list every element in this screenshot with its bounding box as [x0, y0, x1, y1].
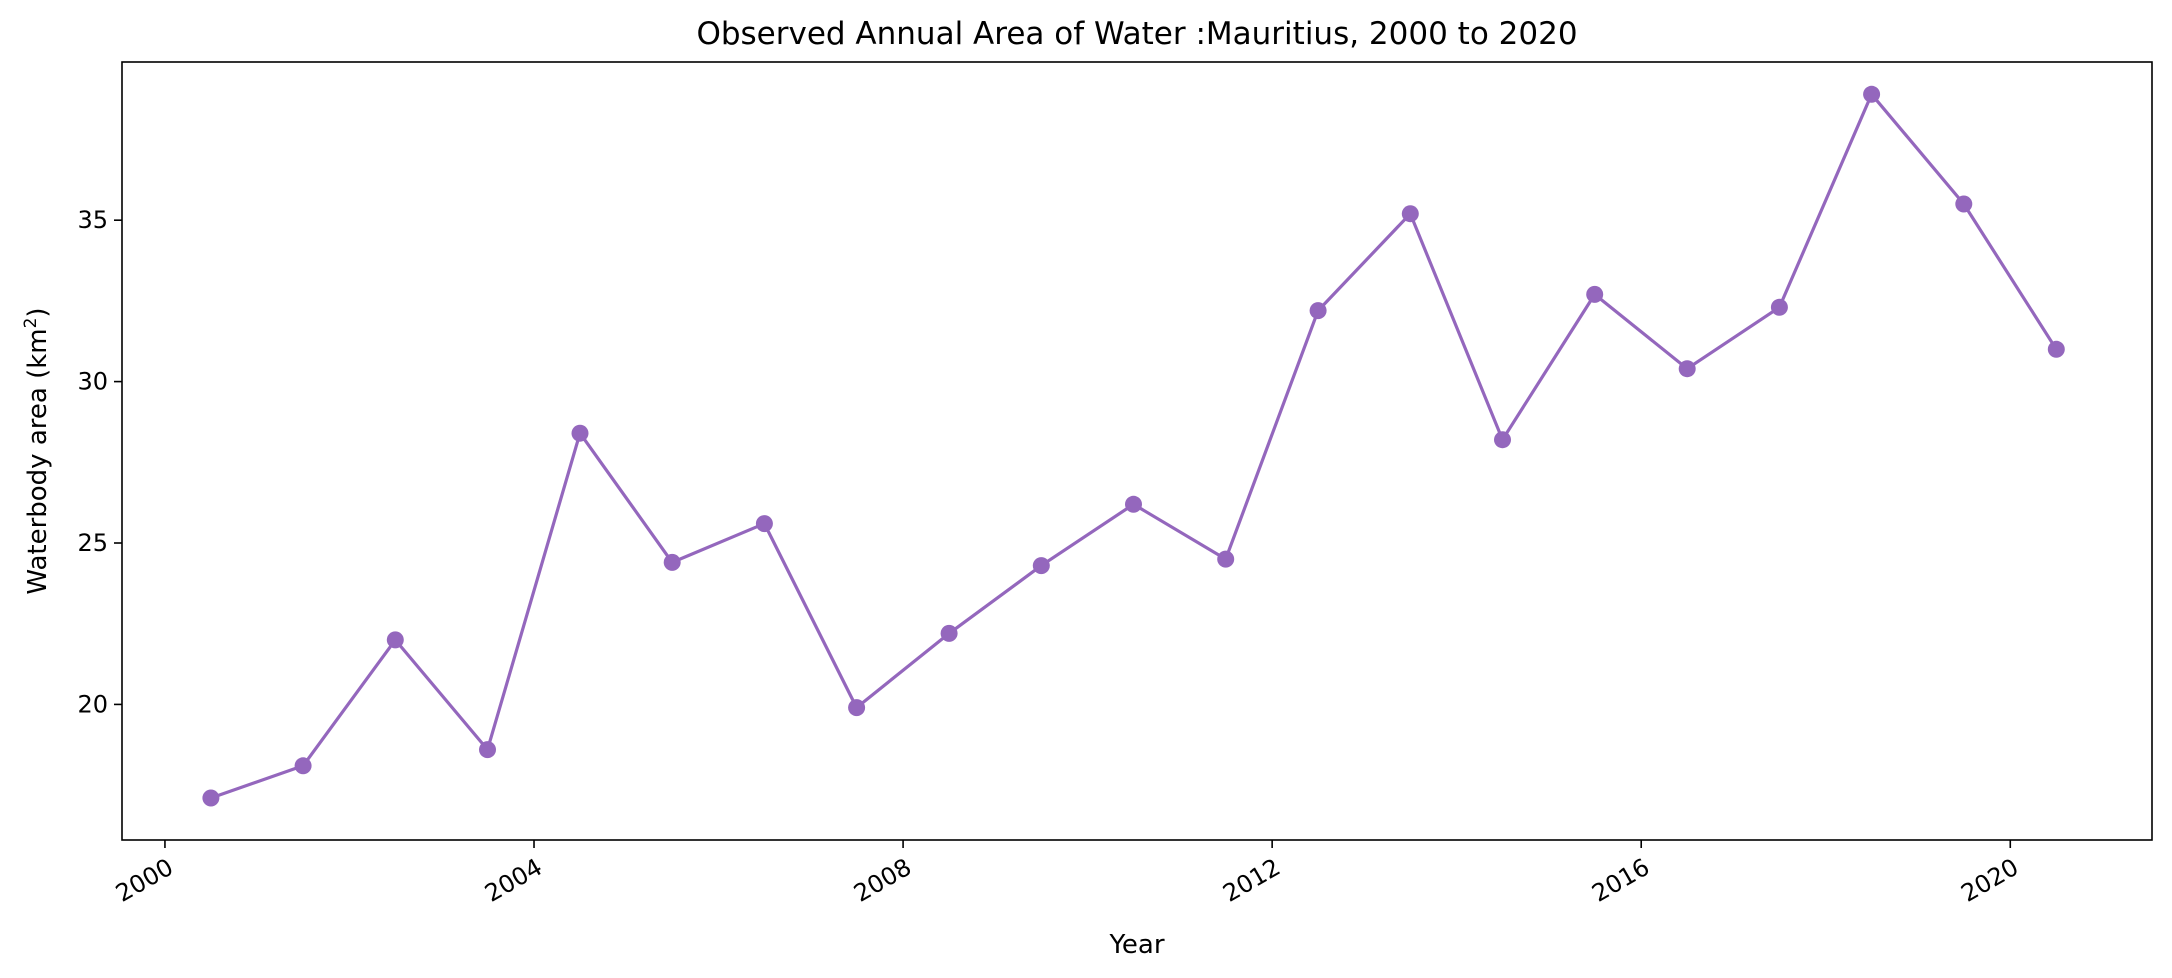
data-point: [848, 699, 866, 717]
data-point: [1494, 431, 1511, 449]
data-point: [755, 515, 773, 533]
data-point: [2047, 340, 2065, 358]
data-point: [479, 741, 496, 759]
y-tick-label: 20: [77, 690, 108, 718]
data-point: [1955, 195, 1973, 213]
data-point: [1125, 495, 1142, 513]
data-point: [1217, 550, 1235, 568]
data-point: [1770, 298, 1788, 316]
data-point: [940, 624, 958, 642]
y-tick-label: 25: [77, 529, 108, 557]
y-axis: 20 25 30 35: [77, 206, 122, 718]
data-point: [294, 757, 312, 775]
y-axis-label-main: Waterbody area (km: [23, 328, 53, 594]
data-point: [386, 631, 404, 649]
data-point: [1309, 302, 1327, 320]
y-axis-label-superscript: 2: [21, 318, 41, 329]
data-point: [1586, 285, 1604, 303]
y-axis-label: Waterbody area (km2): [21, 307, 53, 594]
data-point: [663, 553, 681, 571]
data-point: [571, 424, 589, 442]
y-axis-label-close: ): [23, 307, 53, 317]
y-tick-label: 30: [77, 368, 108, 396]
plot-area: [202, 85, 2065, 807]
data-point: [1032, 557, 1050, 575]
chart-title: Observed Annual Area of Water :Mauritius…: [696, 16, 1577, 52]
x-axis-label: Year: [1108, 930, 1164, 960]
y-tick-label: 35: [77, 206, 108, 234]
data-point: [1678, 360, 1696, 378]
plot-frame: [121, 61, 2153, 841]
data-point: [202, 789, 220, 807]
data-point: [1863, 85, 1881, 103]
data-point: [1401, 205, 1419, 223]
